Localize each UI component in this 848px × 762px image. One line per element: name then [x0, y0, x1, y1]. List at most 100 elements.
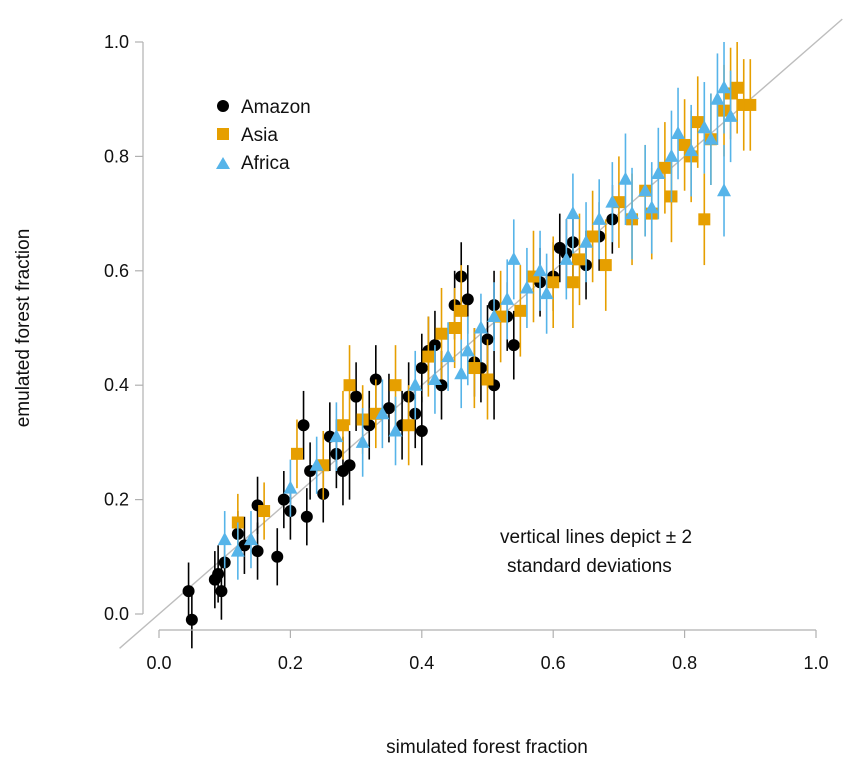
data-point	[744, 98, 757, 111]
data-point	[402, 419, 415, 432]
data-point	[565, 206, 580, 220]
y-tick-label: 0.2	[104, 490, 129, 510]
data-point	[539, 286, 554, 300]
data-point	[723, 108, 738, 122]
data-point	[415, 424, 428, 437]
data-point	[454, 366, 469, 380]
x-tick-label: 0.4	[409, 653, 434, 673]
axes-layer: 0.0 0.2 0.4 0.6 0.8 1.0 0.0 0.2 0.4 0.6 0.8 1.0	[104, 32, 829, 673]
data-point	[309, 457, 324, 471]
y-tick-label: 0.8	[104, 146, 129, 166]
data-point	[382, 402, 395, 415]
data-point	[579, 234, 594, 248]
legend-marker-asia	[217, 128, 229, 140]
data-point	[271, 550, 284, 563]
data-point	[691, 116, 704, 129]
data-point	[258, 505, 271, 518]
x-tick-label: 1.0	[803, 653, 828, 673]
data-point	[625, 206, 640, 220]
data-point	[435, 327, 448, 340]
data-point	[500, 291, 515, 305]
data-point	[605, 194, 620, 208]
series-asia	[231, 42, 757, 552]
data-point	[300, 510, 313, 523]
legend-label-asia: Asia	[241, 125, 278, 146]
y-tick-label: 0.0	[104, 604, 129, 624]
data-point	[618, 171, 633, 185]
data-point	[664, 148, 679, 162]
y-axis-title: emulated forest fraction	[13, 229, 34, 428]
data-point	[573, 253, 586, 266]
data-point	[592, 211, 607, 225]
data-point	[644, 200, 659, 214]
data-point	[671, 126, 686, 140]
data-point	[290, 447, 303, 460]
x-tick-label: 0.0	[146, 653, 171, 673]
data-point	[422, 350, 435, 363]
data-point	[586, 230, 599, 243]
data-point	[473, 320, 488, 334]
data-point	[441, 349, 456, 363]
legend-label-africa: Africa	[241, 153, 290, 174]
data-point	[506, 251, 521, 265]
data-point	[533, 263, 548, 277]
series-africa	[217, 42, 738, 580]
data-point	[638, 183, 653, 197]
data-point	[336, 419, 349, 432]
data-point	[230, 543, 245, 557]
data-point	[185, 613, 198, 626]
data-point	[559, 251, 574, 265]
data-point	[481, 373, 494, 386]
data-point	[678, 138, 691, 151]
data-point	[448, 322, 461, 334]
data-point	[460, 343, 475, 357]
data-point	[717, 183, 732, 197]
data-point	[703, 131, 718, 145]
data-point	[698, 213, 711, 226]
data-series-layer	[182, 42, 757, 649]
data-point	[507, 339, 520, 352]
data-point	[519, 280, 534, 294]
data-point	[468, 362, 481, 375]
data-point	[651, 166, 666, 180]
data-point	[731, 81, 744, 94]
data-point	[355, 434, 370, 448]
data-point	[217, 532, 232, 546]
data-point	[566, 276, 579, 289]
legend-marker-amazon	[217, 100, 229, 112]
data-point	[243, 532, 258, 546]
data-point	[427, 371, 442, 385]
y-tick-label: 1.0	[104, 32, 129, 52]
data-point	[547, 276, 560, 289]
data-point	[343, 379, 356, 392]
data-point	[389, 379, 402, 392]
data-point	[283, 480, 298, 494]
legend-label-amazon: Amazon	[241, 97, 311, 118]
data-point	[697, 120, 712, 134]
data-point	[182, 585, 195, 598]
data-point	[375, 406, 390, 420]
data-point	[388, 423, 403, 437]
y-tick-label: 0.4	[104, 375, 129, 395]
data-point	[710, 91, 725, 105]
legend-marker-africa	[216, 157, 230, 169]
data-point	[684, 143, 699, 157]
data-point	[329, 429, 344, 443]
x-tick-label: 0.6	[541, 653, 566, 673]
data-point	[251, 545, 264, 558]
data-point	[717, 80, 732, 94]
data-point	[350, 390, 363, 403]
data-point	[297, 419, 310, 432]
x-axis-title: simulated forest fraction	[386, 737, 588, 758]
data-point	[343, 459, 356, 472]
data-point	[461, 293, 474, 306]
data-point	[415, 362, 428, 375]
data-point	[212, 567, 225, 580]
data-point	[215, 585, 228, 598]
data-point	[487, 309, 502, 323]
x-tick-label: 0.2	[278, 653, 303, 673]
data-point	[455, 304, 468, 317]
legend: Amazon Asia Africa	[216, 97, 311, 174]
data-point	[277, 493, 290, 506]
